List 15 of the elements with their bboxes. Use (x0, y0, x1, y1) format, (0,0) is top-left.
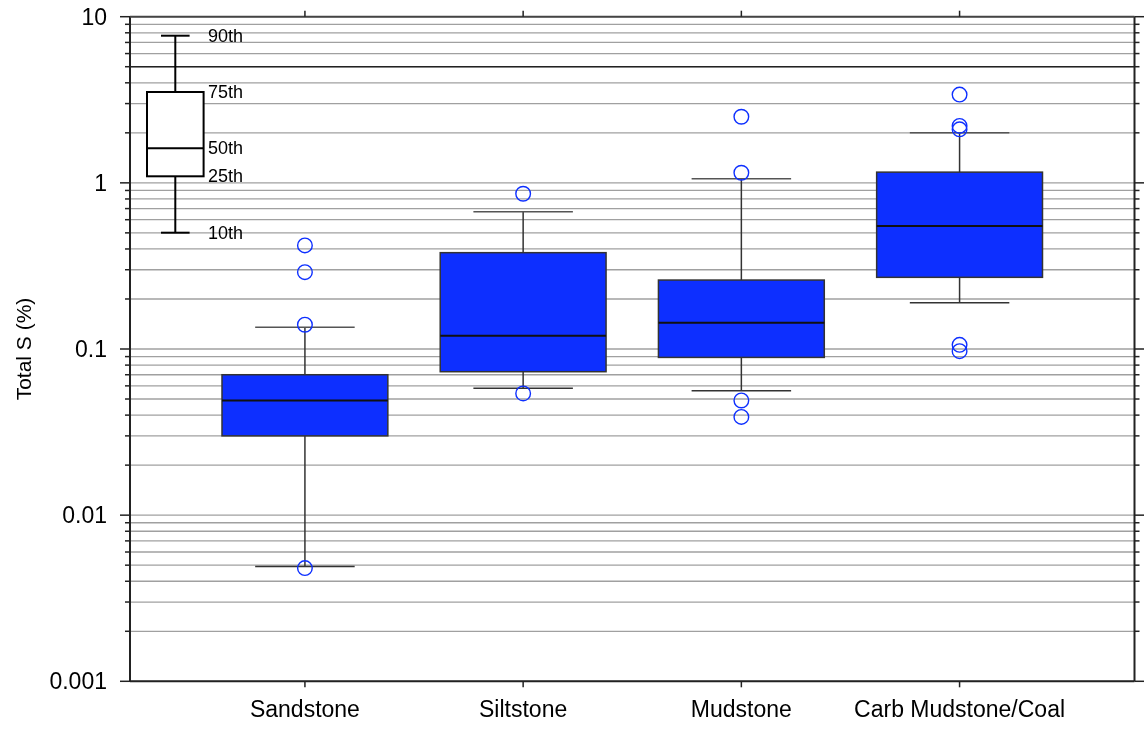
x-tick-label: Carb Mudstone/Coal (854, 696, 1066, 722)
y-tick-label: 1 (94, 169, 107, 196)
annotation: 10th (208, 222, 244, 243)
annotation: 90th (208, 25, 244, 46)
y-tick-label: 0.1 (75, 336, 107, 362)
y-tick-label: 0.001 (49, 668, 107, 695)
y-axis-title: Total S (%) (11, 297, 35, 401)
x-tick-label: Sandstone (249, 696, 360, 722)
y-tick-label: 0.01 (62, 502, 107, 529)
x-tick-label: Siltstone (479, 696, 568, 722)
annotation: 25th (208, 166, 244, 187)
annotation: 75th (208, 82, 244, 102)
annotation: 50th (208, 138, 244, 159)
y-tick-label: 10 (81, 3, 107, 30)
x-tick-label: Mudstone (690, 696, 792, 722)
